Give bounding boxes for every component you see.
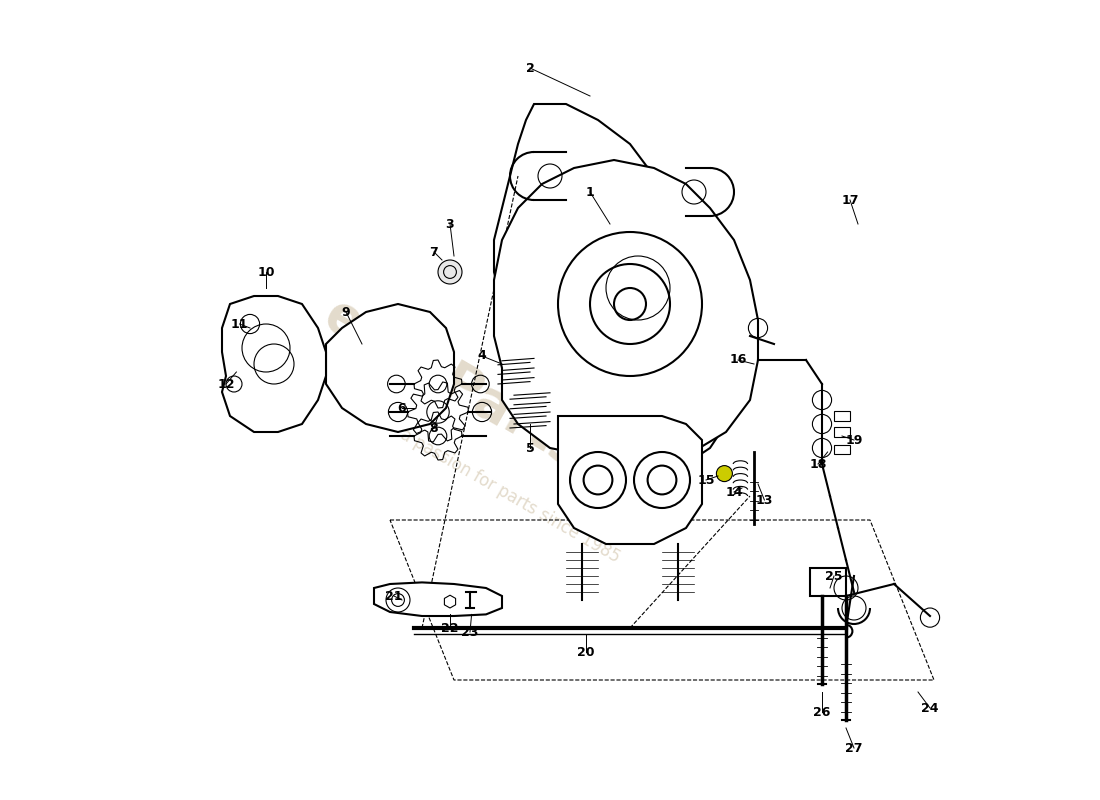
Text: 10: 10: [257, 266, 275, 278]
Text: euroParts: euroParts: [316, 289, 593, 479]
Text: 3: 3: [446, 218, 454, 230]
Text: 1: 1: [585, 186, 594, 198]
Circle shape: [438, 260, 462, 284]
Text: 23: 23: [461, 626, 478, 638]
Text: 6: 6: [398, 402, 406, 414]
Text: 9: 9: [342, 306, 350, 318]
Polygon shape: [834, 411, 850, 421]
PathPatch shape: [326, 304, 454, 432]
Text: 25: 25: [825, 570, 843, 582]
Text: 18: 18: [810, 458, 827, 470]
Polygon shape: [444, 595, 455, 608]
Text: 8: 8: [430, 422, 438, 434]
PathPatch shape: [494, 104, 734, 472]
Text: 14: 14: [725, 486, 742, 498]
Text: 15: 15: [697, 474, 715, 486]
Circle shape: [716, 466, 733, 482]
Text: 7: 7: [430, 246, 439, 258]
Circle shape: [614, 288, 646, 320]
Text: 26: 26: [813, 706, 830, 718]
Text: 27: 27: [845, 742, 862, 754]
Text: 11: 11: [231, 318, 249, 330]
Text: 17: 17: [842, 194, 859, 206]
Polygon shape: [834, 445, 850, 454]
Text: 20: 20: [578, 646, 595, 658]
Text: 21: 21: [385, 590, 403, 602]
PathPatch shape: [374, 582, 502, 616]
Text: a passion for parts since 1985: a passion for parts since 1985: [397, 426, 623, 566]
Text: 16: 16: [729, 354, 747, 366]
Text: 19: 19: [845, 434, 862, 446]
Text: 22: 22: [441, 622, 459, 634]
Text: 4: 4: [477, 350, 486, 362]
Text: 12: 12: [218, 378, 234, 390]
PathPatch shape: [222, 296, 326, 432]
PathPatch shape: [494, 160, 758, 464]
Polygon shape: [810, 568, 846, 596]
Text: 5: 5: [526, 442, 535, 454]
Text: 2: 2: [526, 62, 535, 74]
Polygon shape: [834, 427, 850, 437]
Text: 24: 24: [922, 702, 938, 714]
PathPatch shape: [558, 416, 702, 544]
Text: 13: 13: [756, 494, 773, 506]
